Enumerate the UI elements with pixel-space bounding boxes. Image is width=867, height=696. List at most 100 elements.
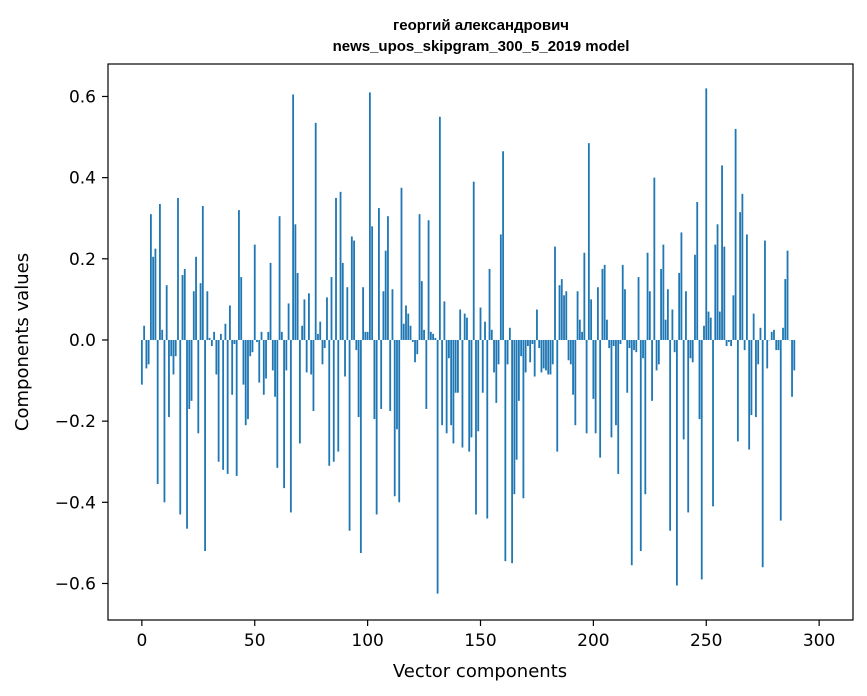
bar xyxy=(596,287,599,340)
bar xyxy=(231,339,234,395)
bar xyxy=(188,339,191,409)
bar xyxy=(495,339,498,403)
bar xyxy=(294,224,297,340)
bar xyxy=(484,321,486,340)
bar xyxy=(727,339,730,342)
y-axis: −0.6 −0.4 −0.2 0.0 0.2 0.4 0.6 xyxy=(55,87,108,594)
bar xyxy=(578,319,581,340)
bar xyxy=(149,214,152,340)
bar xyxy=(554,246,556,340)
bar xyxy=(256,339,258,342)
bar xyxy=(140,339,143,385)
bar xyxy=(709,317,712,340)
bar xyxy=(240,277,243,340)
bar xyxy=(545,339,547,371)
bar xyxy=(172,339,175,375)
bar xyxy=(689,339,692,359)
bar xyxy=(332,339,335,462)
bar xyxy=(475,339,477,515)
bars-group xyxy=(140,88,796,594)
bar xyxy=(271,339,274,371)
x-tick-label: 150 xyxy=(464,631,496,651)
bar xyxy=(276,339,279,468)
bar xyxy=(432,333,434,340)
bar xyxy=(764,240,766,340)
bar xyxy=(734,128,737,340)
bar xyxy=(348,339,351,531)
bar xyxy=(551,339,554,365)
x-axis-label: Vector components xyxy=(393,661,567,682)
bar xyxy=(454,339,457,393)
y-tick-label: 0.2 xyxy=(69,250,96,270)
bar xyxy=(745,234,748,340)
bar xyxy=(393,339,396,497)
bar xyxy=(247,339,249,420)
bar xyxy=(197,339,200,434)
bar xyxy=(678,273,681,340)
bar xyxy=(560,279,563,340)
bar xyxy=(463,313,466,340)
bar xyxy=(569,339,572,365)
bar xyxy=(761,339,764,568)
bar xyxy=(642,339,644,359)
bar xyxy=(581,331,583,340)
bar xyxy=(145,339,148,369)
bar xyxy=(685,291,687,340)
bar xyxy=(549,339,552,375)
bar xyxy=(364,331,367,340)
bar xyxy=(183,268,186,340)
bar xyxy=(730,339,732,347)
bar xyxy=(296,273,299,340)
bar xyxy=(542,339,545,369)
bar xyxy=(350,236,353,340)
bar xyxy=(522,339,525,499)
bar xyxy=(323,339,326,349)
bar xyxy=(703,325,705,340)
bar xyxy=(373,339,376,420)
bar xyxy=(168,339,170,418)
bar xyxy=(698,339,701,420)
bar xyxy=(459,309,462,340)
bar xyxy=(648,291,651,340)
bar xyxy=(305,339,308,373)
bar xyxy=(531,339,534,345)
bar xyxy=(739,212,742,340)
bar xyxy=(511,339,514,564)
bar xyxy=(466,317,468,340)
bar xyxy=(504,339,507,562)
bar xyxy=(186,339,188,529)
bar xyxy=(576,291,579,340)
bar xyxy=(759,327,762,340)
chart-title: георгий александрович xyxy=(393,17,569,34)
bar xyxy=(687,339,690,513)
bar xyxy=(757,339,760,365)
bar xyxy=(450,339,453,426)
bar xyxy=(691,339,694,363)
bar xyxy=(612,339,615,347)
x-axis: 0 50 100 150 200 250 300 xyxy=(136,620,835,651)
bar xyxy=(416,339,419,355)
y-tick-label: −0.6 xyxy=(55,574,96,594)
chart-subtitle: news_upos_skipgram_300_5_2019 model xyxy=(333,38,630,55)
bar xyxy=(716,224,719,340)
bar xyxy=(362,287,365,340)
bar xyxy=(784,279,787,340)
bar xyxy=(461,339,464,448)
bar xyxy=(292,94,295,340)
bar xyxy=(626,339,629,393)
bar xyxy=(154,248,157,340)
bar xyxy=(770,331,773,340)
bar xyxy=(163,339,166,503)
bar xyxy=(253,244,256,340)
bar xyxy=(567,339,570,361)
bar xyxy=(380,339,383,409)
bar xyxy=(479,307,482,340)
bar xyxy=(378,208,380,340)
bar xyxy=(280,331,283,340)
bar xyxy=(341,262,344,340)
bar xyxy=(224,323,227,340)
bar xyxy=(786,250,789,340)
bar xyxy=(520,339,523,357)
bar xyxy=(317,333,319,340)
